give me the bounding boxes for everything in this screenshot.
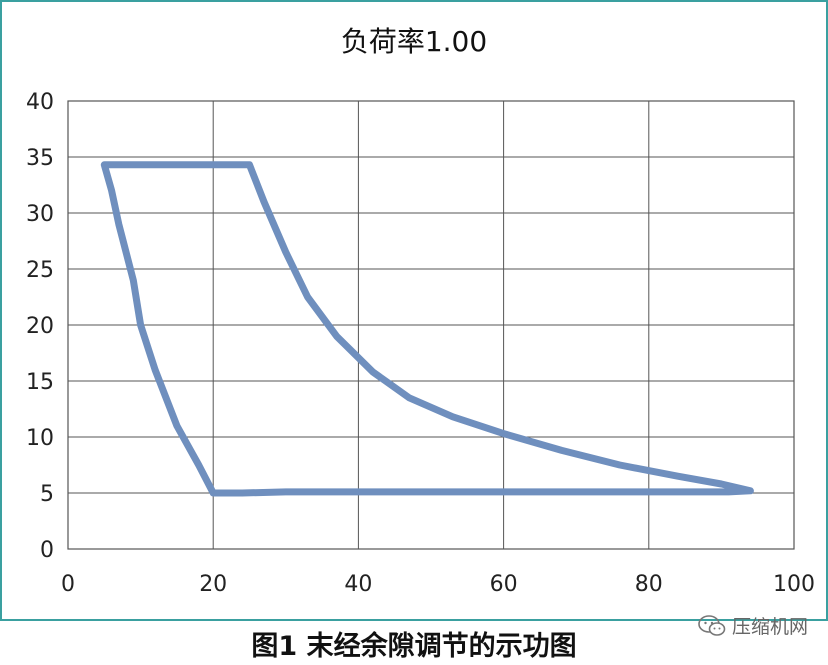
chart-title: 负荷率1.00 — [340, 25, 488, 58]
watermark: 压缩机网 — [698, 612, 808, 639]
x-tick-label: 40 — [344, 572, 372, 597]
y-tick-label: 25 — [26, 258, 54, 283]
indicator-diagram-curve — [100, 161, 754, 497]
figure-caption: 图1 末经余隙调节的示功图 — [251, 631, 577, 662]
y-tick-label: 10 — [26, 426, 54, 451]
y-tick-label: 20 — [26, 314, 54, 339]
wechat-icon — [698, 614, 726, 636]
chart-plot: 0 5 10 15 20 25 30 35 40 0 20 40 60 80 100 — [26, 90, 815, 597]
y-tick-label: 5 — [40, 482, 54, 507]
x-tick-label: 60 — [490, 572, 518, 597]
x-tick-label: 80 — [635, 572, 663, 597]
x-tick-label: 20 — [199, 572, 227, 597]
y-tick-label: 40 — [26, 90, 54, 115]
caption-row: 图1 末经余隙调节的示功图 — [0, 620, 828, 665]
y-tick-label: 15 — [26, 370, 54, 395]
x-tick-label: 100 — [773, 572, 815, 597]
series-layer — [100, 161, 754, 497]
tick-layer: 0 5 10 15 20 25 30 35 40 0 20 40 60 80 100 — [26, 90, 815, 597]
y-tick-label: 0 — [40, 538, 54, 563]
x-tick-label: 0 — [61, 572, 75, 597]
y-tick-label: 35 — [26, 146, 54, 171]
watermark-text: 压缩机网 — [731, 616, 808, 638]
y-tick-label: 30 — [26, 202, 54, 227]
